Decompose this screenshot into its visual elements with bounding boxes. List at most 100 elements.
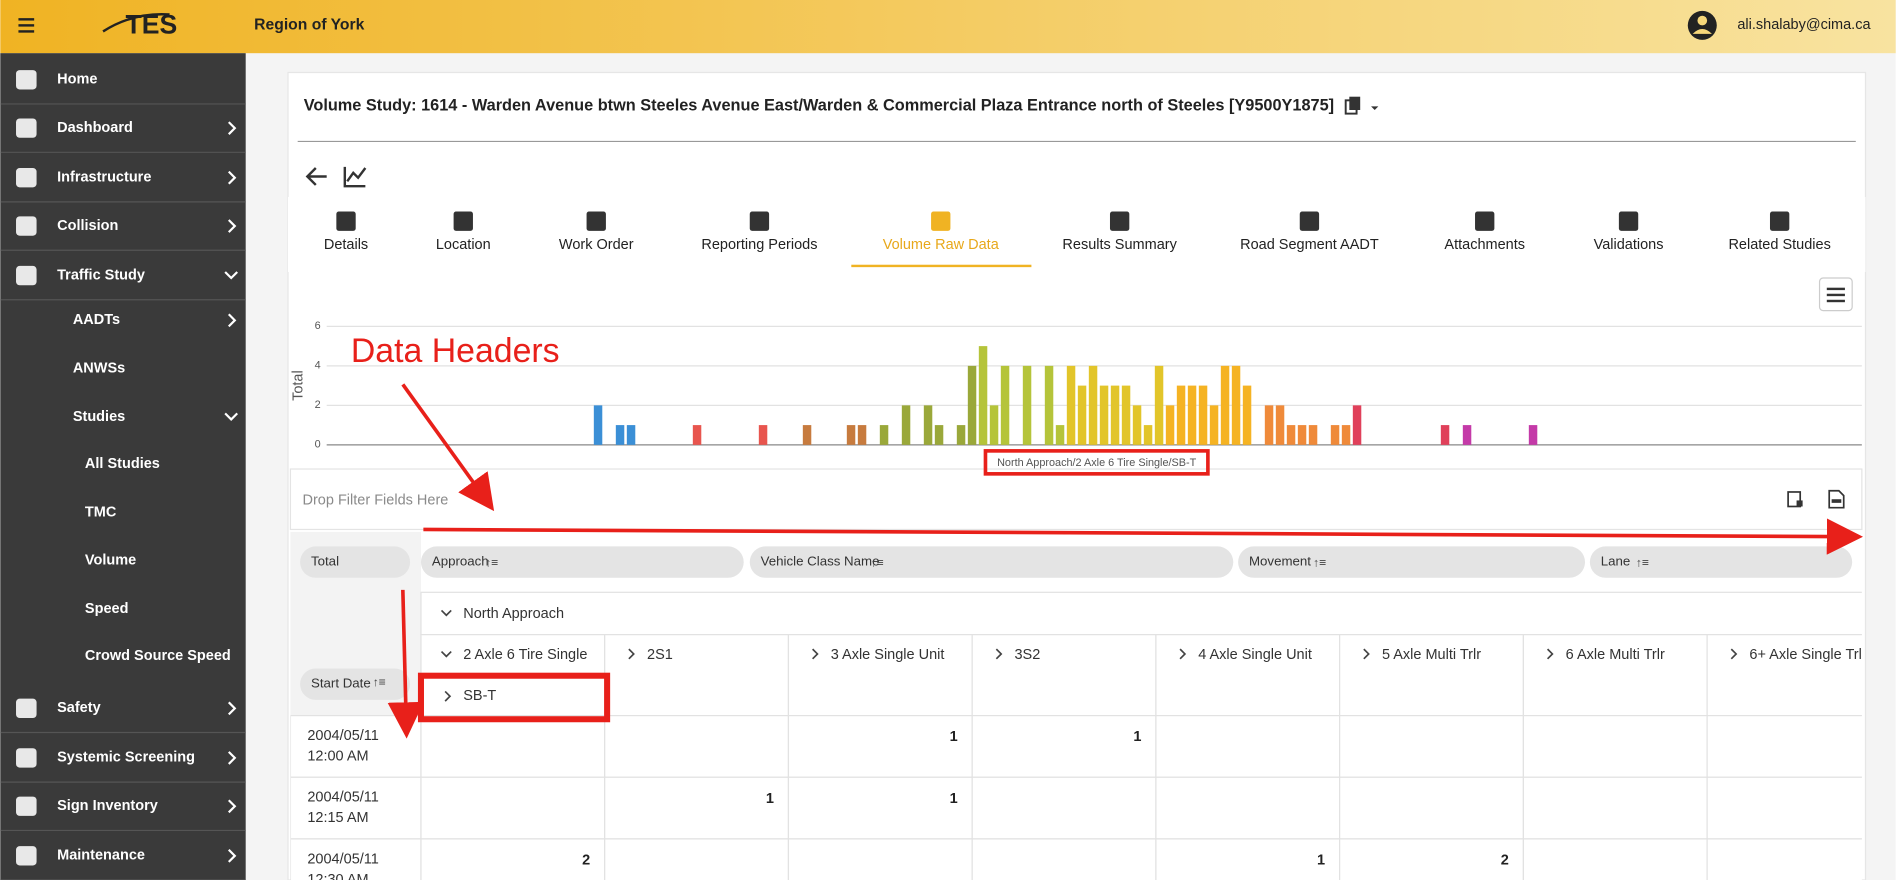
sidebar-item[interactable]: AADTs: [73, 312, 237, 328]
field-chip[interactable]: Approach↑≡: [420, 546, 744, 578]
bar[interactable]: [879, 425, 889, 445]
pdf-button[interactable]: [1828, 489, 1845, 509]
expander[interactable]: [995, 648, 1003, 660]
filter-area[interactable]: [289, 468, 1863, 531]
sidebar-item[interactable]: Sign Inventory: [0, 796, 246, 832]
bar[interactable]: [1352, 405, 1362, 445]
bar[interactable]: [1341, 425, 1351, 445]
bar[interactable]: [1264, 405, 1274, 445]
tab[interactable]: Location: [436, 211, 491, 254]
bar[interactable]: [1022, 365, 1032, 445]
tab[interactable]: Reporting Periods: [701, 211, 817, 254]
bar[interactable]: [615, 425, 625, 445]
sidebar-item[interactable]: Infrastructure: [0, 168, 246, 203]
field-chip[interactable]: Lane ↑≡: [1589, 546, 1853, 578]
logo[interactable]: TES: [126, 10, 178, 40]
tab[interactable]: Work Order: [559, 211, 634, 254]
bar[interactable]: [978, 346, 988, 445]
expander[interactable]: [1363, 648, 1370, 660]
expander[interactable]: [1546, 648, 1554, 660]
sidebar-item[interactable]: All Studies: [85, 456, 160, 472]
bar[interactable]: [1187, 385, 1197, 445]
bar[interactable]: [956, 425, 966, 445]
expander[interactable]: [444, 690, 452, 702]
bar[interactable]: [1308, 425, 1318, 445]
tab[interactable]: Validations: [1594, 211, 1664, 254]
bar[interactable]: [934, 425, 944, 445]
bar[interactable]: [1198, 385, 1208, 445]
sidebar-item[interactable]: Systemic Screening: [0, 748, 246, 783]
sidebar-item[interactable]: TMC: [85, 504, 117, 520]
expander[interactable]: [1730, 648, 1738, 660]
bar[interactable]: [1121, 385, 1131, 445]
bar[interactable]: [1462, 425, 1472, 445]
sidebar-item[interactable]: Home: [0, 70, 246, 105]
bar[interactable]: [1132, 405, 1142, 445]
bar[interactable]: [1209, 405, 1219, 445]
bar[interactable]: [857, 425, 867, 445]
bar[interactable]: [1440, 425, 1450, 445]
sidebar-item[interactable]: Dashboard: [0, 118, 246, 153]
bar[interactable]: [593, 405, 603, 445]
bar[interactable]: [1242, 385, 1252, 445]
expander[interactable]: [812, 648, 819, 660]
bar[interactable]: [1528, 425, 1538, 445]
bar[interactable]: [1044, 365, 1054, 445]
expander[interactable]: [440, 609, 452, 617]
bar[interactable]: [846, 425, 856, 445]
bar[interactable]: [1176, 385, 1186, 445]
bar[interactable]: [692, 425, 702, 445]
back-button[interactable]: [305, 167, 327, 186]
field-chip[interactable]: Total: [300, 546, 411, 578]
tab[interactable]: Results Summary: [1062, 211, 1178, 254]
bar[interactable]: [758, 425, 768, 445]
bar[interactable]: [1286, 425, 1296, 445]
chart-menu[interactable]: [1818, 277, 1853, 312]
sidebar-item[interactable]: Speed: [85, 601, 129, 617]
bar[interactable]: [1000, 365, 1010, 445]
tab[interactable]: Attachments: [1444, 211, 1525, 254]
chart-button[interactable]: [343, 166, 367, 188]
sidebar-item[interactable]: Safety: [0, 698, 246, 734]
user-avatar[interactable]: [1687, 10, 1717, 40]
expander[interactable]: [1179, 648, 1187, 660]
field-chip[interactable]: Vehicle Class Name↑≡: [749, 546, 1234, 578]
field-chip[interactable]: Start Date ↑≡: [300, 668, 411, 700]
user-email[interactable]: ali.shalaby@cima.ca: [1737, 17, 1871, 33]
tab[interactable]: Related Studies: [1728, 211, 1831, 254]
bar[interactable]: [923, 405, 933, 445]
expander[interactable]: [628, 648, 635, 660]
bar[interactable]: [1154, 365, 1164, 445]
expander[interactable]: [440, 650, 452, 658]
tab[interactable]: Road Segment AADT: [1240, 211, 1379, 254]
tab[interactable]: Details: [324, 211, 368, 254]
copy-menu[interactable]: [1344, 96, 1379, 115]
bar[interactable]: [989, 405, 999, 445]
sidebar-item[interactable]: ANWSs: [73, 361, 125, 377]
tab[interactable]: Volume Raw Data: [851, 211, 1032, 268]
bar[interactable]: [1220, 365, 1230, 445]
sidebar-item[interactable]: Volume: [85, 553, 136, 569]
bar[interactable]: [1110, 385, 1120, 445]
field-chip[interactable]: Movement ↑≡: [1238, 546, 1586, 578]
bar[interactable]: [802, 425, 812, 445]
sidebar-item[interactable]: Studies: [73, 409, 239, 425]
sidebar-item[interactable]: Maintenance: [0, 846, 246, 880]
bar[interactable]: [1055, 425, 1065, 445]
bar[interactable]: [1275, 405, 1285, 445]
bar[interactable]: [1231, 365, 1241, 445]
sidebar-item[interactable]: Traffic Study: [0, 265, 246, 301]
bar[interactable]: [1330, 425, 1340, 445]
menu-button[interactable]: [18, 18, 35, 33]
sidebar-item[interactable]: Collision: [0, 216, 246, 251]
bar[interactable]: [1088, 365, 1098, 445]
export-button[interactable]: [1787, 491, 1803, 508]
bar[interactable]: [1077, 385, 1087, 445]
bar[interactable]: [626, 425, 636, 445]
bar[interactable]: [1297, 425, 1307, 445]
sidebar-item[interactable]: Crowd Source Speed: [85, 648, 231, 664]
bar[interactable]: [1066, 365, 1076, 445]
bar[interactable]: [1143, 425, 1153, 445]
bar[interactable]: [1099, 385, 1109, 445]
bar[interactable]: [967, 365, 977, 445]
